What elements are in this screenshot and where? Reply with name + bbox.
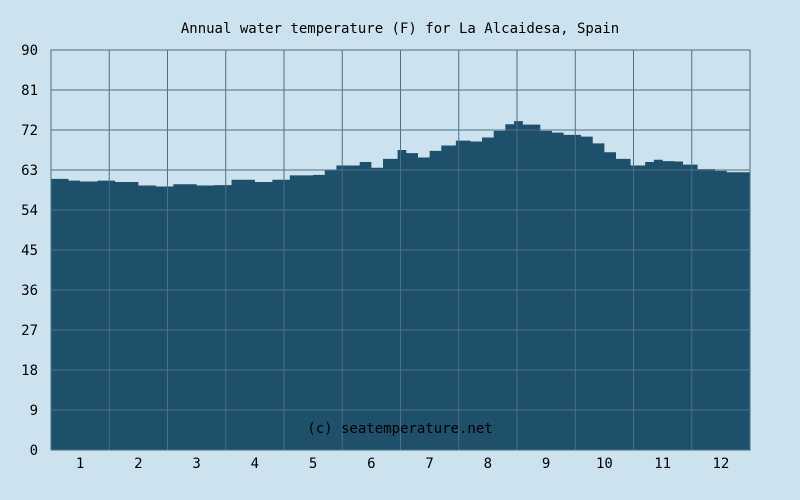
y-tick-label-72: 72 [21,123,38,139]
x-tick-label-1: 1 [76,456,84,472]
y-tick-label-90: 90 [21,43,38,59]
y-tick-label-81: 81 [21,83,38,99]
watermark: (c) seatemperature.net [307,421,492,437]
y-tick-label-0: 0 [30,443,38,459]
x-tick-label-12: 12 [712,456,729,472]
y-tick-label-63: 63 [21,163,38,179]
y-tick-label-27: 27 [21,323,38,339]
grid-layer [50,49,751,451]
x-tick-label-3: 3 [192,456,200,472]
y-tick-label-9: 9 [30,403,38,419]
y-tick-label-18: 18 [21,363,38,379]
y-tick-label-36: 36 [21,283,38,299]
x-tick-label-9: 9 [542,456,550,472]
x-tick-label-11: 11 [654,456,671,472]
x-tick-label-8: 8 [484,456,492,472]
x-tick-label-4: 4 [251,456,259,472]
x-tick-label-2: 2 [134,456,142,472]
chart-title: Annual water temperature (F) for La Alca… [181,21,619,37]
x-tick-label-10: 10 [596,456,613,472]
plot-frame [50,49,751,451]
y-tick-label-54: 54 [21,203,38,219]
x-tick-label-6: 6 [367,456,375,472]
x-tick-label-5: 5 [309,456,317,472]
x-tick-label-7: 7 [425,456,433,472]
y-tick-label-45: 45 [21,243,38,259]
